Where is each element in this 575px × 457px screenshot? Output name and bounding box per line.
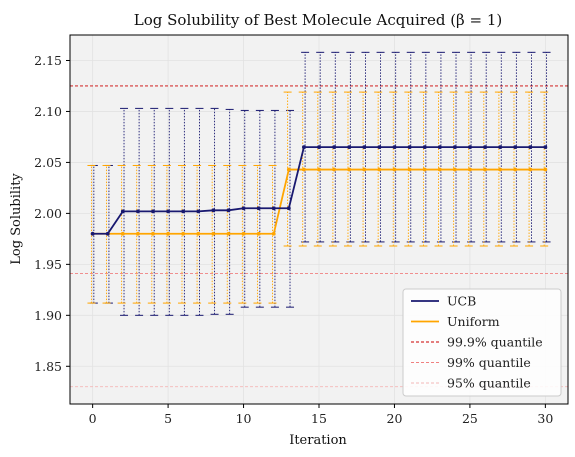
x-axis-label: Iteration	[289, 433, 347, 448]
legend: UCB Uniform 99.9% quantile 99% quantile 95% …	[402, 288, 562, 397]
data-point	[483, 167, 487, 172]
data-point	[151, 231, 155, 236]
data-point	[528, 145, 533, 150]
data-point	[211, 208, 216, 213]
chart-title: Log Solubility of Best Molecule Acquired…	[134, 11, 502, 29]
data-point	[513, 145, 518, 150]
legend-label: 99% quantile	[447, 355, 531, 370]
data-point	[407, 167, 412, 172]
data-point	[256, 206, 261, 211]
y-tick-label: 2.15	[34, 53, 62, 68]
data-point	[136, 209, 140, 214]
data-point	[437, 167, 442, 172]
data-point	[166, 231, 170, 236]
data-point	[332, 145, 336, 150]
data-point	[317, 167, 321, 172]
data-point	[317, 145, 321, 150]
data-point	[302, 145, 306, 150]
data-point	[468, 167, 472, 172]
x-tick-label: 0	[89, 411, 97, 426]
data-point	[151, 209, 155, 214]
legend-label: Uniform	[447, 314, 500, 329]
x-tick-label: 15	[311, 411, 327, 426]
data-point	[377, 145, 382, 150]
legend-label: 95% quantile	[447, 376, 531, 391]
data-point	[528, 167, 533, 172]
y-tick-label: 2.00	[34, 206, 62, 221]
data-point	[422, 167, 427, 172]
data-point	[181, 231, 186, 236]
data-point	[286, 167, 291, 172]
data-point	[286, 206, 291, 211]
data-point	[483, 145, 487, 150]
x-tick-label: 25	[462, 411, 478, 426]
x-tick-label: 30	[537, 411, 553, 426]
data-point	[362, 145, 367, 150]
data-point	[302, 167, 306, 172]
data-point	[452, 167, 457, 172]
y-axis-label: Log Solubility	[9, 173, 24, 265]
data-point	[166, 209, 170, 214]
error-bars	[87, 51, 551, 316]
data-point	[256, 231, 261, 236]
data-point	[241, 231, 246, 236]
data-point	[271, 206, 276, 211]
data-point	[120, 209, 125, 214]
data-point	[362, 167, 367, 172]
data-point	[105, 231, 110, 236]
data-point	[181, 209, 186, 214]
data-point	[90, 231, 95, 236]
data-point	[226, 231, 231, 236]
x-tick-label: 20	[387, 411, 403, 426]
legend-box	[402, 288, 562, 397]
y-tick-label: 2.05	[34, 155, 62, 170]
series-lines	[90, 145, 548, 236]
y-tick-label: 1.90	[34, 308, 62, 323]
data-point	[498, 145, 502, 150]
data-point	[377, 167, 382, 172]
legend-label: 99.9% quantile	[447, 335, 543, 350]
data-point	[513, 167, 518, 172]
data-point	[392, 167, 397, 172]
data-point	[120, 231, 125, 236]
y-axis: 1.85 1.90 1.95 2.00 2.05 2.10 2.15	[34, 53, 70, 374]
y-tick-label: 1.85	[34, 359, 62, 374]
data-point	[498, 167, 502, 172]
data-point	[196, 231, 201, 236]
data-point	[392, 145, 397, 150]
x-tick-label: 5	[164, 411, 172, 426]
data-point	[347, 145, 352, 150]
data-point	[452, 145, 457, 150]
y-tick-label: 2.10	[34, 104, 62, 119]
data-point	[407, 145, 412, 150]
data-point	[211, 231, 216, 236]
data-point	[136, 231, 140, 236]
data-point	[332, 167, 336, 172]
data-point	[271, 231, 276, 236]
data-point	[241, 206, 246, 211]
data-point	[226, 208, 231, 213]
legend-label: UCB	[447, 294, 476, 309]
data-point	[437, 145, 442, 150]
x-tick-label: 10	[236, 411, 252, 426]
data-point	[422, 145, 427, 150]
data-point	[543, 145, 548, 150]
y-tick-label: 1.95	[34, 257, 62, 272]
x-axis: 0 5 10 15 20 25 30	[89, 404, 553, 426]
data-point	[543, 167, 548, 172]
data-point	[468, 145, 472, 150]
data-point	[196, 209, 201, 214]
data-point	[347, 167, 352, 172]
